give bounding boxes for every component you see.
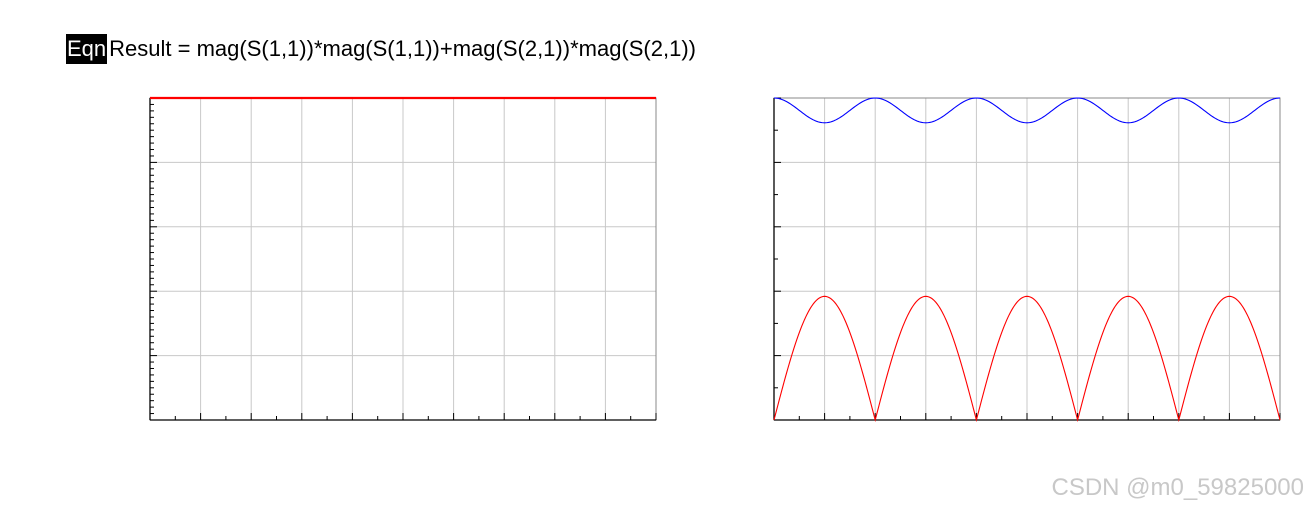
data-point-mag-s-1-1 <box>1279 419 1282 422</box>
data-point-mag-s-2-1 <box>950 110 953 113</box>
data-point-mag-s-2-1 <box>1228 121 1231 124</box>
data-point-mag-s-2-1 <box>874 97 877 100</box>
series-line-mag-s-2-1 <box>773 97 1281 124</box>
data-point-mag-s-1-1 <box>1051 325 1054 328</box>
data-point-mag-s-1-1 <box>773 419 776 422</box>
data-point-mag-s-1-1 <box>924 295 927 298</box>
data-point-mag-s-1-1 <box>1101 325 1104 328</box>
data-point-mag-s-2-1 <box>975 97 978 100</box>
data-point-mag-s-1-1 <box>899 325 902 328</box>
data-point-mag-s-1-1 <box>1228 295 1231 298</box>
data-point-mag-s-2-1 <box>848 110 851 113</box>
data-point-mag-s-1-1 <box>874 419 877 422</box>
eqn-tag: Eqn <box>66 34 108 64</box>
data-point-mag-s-1-1 <box>1177 419 1180 422</box>
data-point-mag-s-1-1 <box>848 325 851 328</box>
data-point-mag-s-2-1 <box>1101 110 1104 113</box>
data-point-mag-s-2-1 <box>1000 110 1003 113</box>
data-point-mag-s-2-1 <box>1051 110 1054 113</box>
data-point-mag-s-2-1 <box>1279 97 1282 100</box>
data-point-mag-s-1-1 <box>1000 325 1003 328</box>
equation-label: Eqn Result = mag(S(1,1))*mag(S(1,1))+mag… <box>66 34 696 64</box>
watermark: CSDN @m0_59825000 <box>1051 474 1304 501</box>
data-point-mag-s-1-1 <box>1026 295 1029 298</box>
data-point-mag-s-2-1 <box>1076 97 1079 100</box>
data-point-mag-s-1-1 <box>950 325 953 328</box>
data-point-mag-s-2-1 <box>899 110 902 113</box>
data-point-mag-s-2-1 <box>1127 121 1130 124</box>
data-point-mag-s-2-1 <box>798 110 801 113</box>
data-point-mag-s-2-1 <box>1026 121 1029 124</box>
equation-text: Result = mag(S(1,1))*mag(S(1,1))+mag(S(2… <box>109 36 696 61</box>
data-point-mag-s-2-1 <box>1152 110 1155 113</box>
data-point-mag-s-1-1 <box>823 295 826 298</box>
data-point-mag-s-1-1 <box>1253 325 1256 328</box>
series-line-mag-s-1-1 <box>773 295 1281 423</box>
data-point-mag-s-1-1 <box>1127 295 1130 298</box>
data-point-mag-s-2-1 <box>1253 110 1256 113</box>
data-point-mag-s-2-1 <box>1177 97 1180 100</box>
data-point-mag-s-2-1 <box>924 121 927 124</box>
data-point-mag-s-1-1 <box>1203 325 1206 328</box>
data-point-mag-s-1-1 <box>798 325 801 328</box>
data-point-mag-s-2-1 <box>823 121 826 124</box>
data-point-mag-s-1-1 <box>1152 325 1155 328</box>
data-point-mag-s-2-1 <box>1203 110 1206 113</box>
data-point-mag-s-1-1 <box>975 419 978 422</box>
data-point-mag-s-2-1 <box>773 97 776 100</box>
data-point-mag-s-1-1 <box>1076 419 1079 422</box>
